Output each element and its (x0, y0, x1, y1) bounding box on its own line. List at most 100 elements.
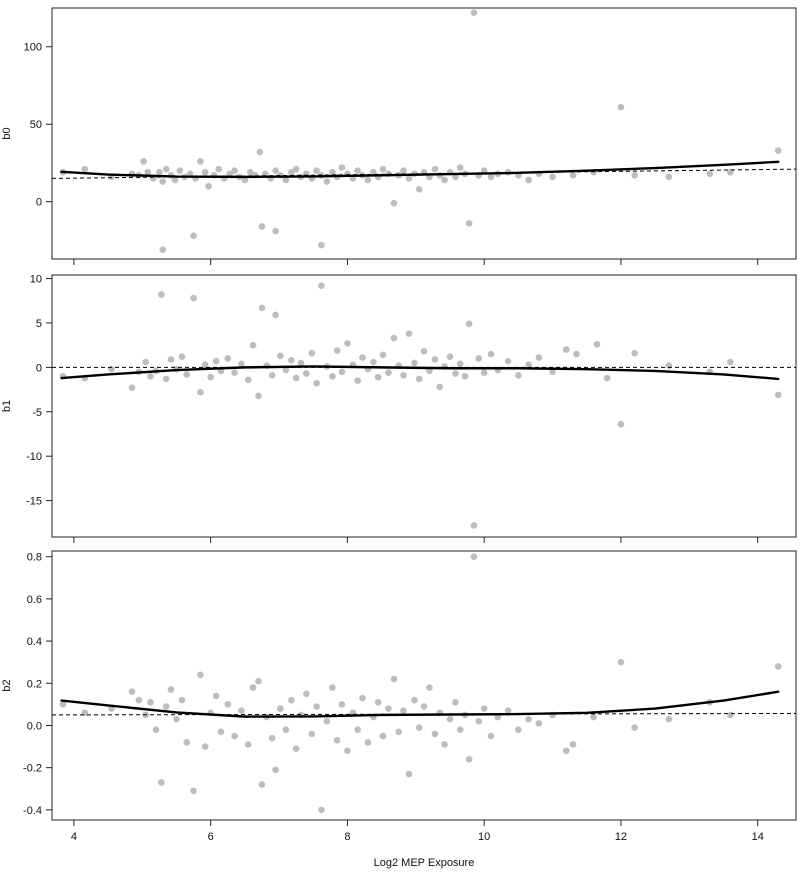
data-point (272, 311, 279, 319)
data-point (617, 658, 625, 666)
data-point (456, 164, 464, 171)
plot-frame-b2 (51, 550, 797, 821)
data-point (128, 384, 136, 392)
data-point (727, 358, 734, 366)
data-point (446, 715, 454, 723)
data-point (255, 677, 262, 685)
data-point (452, 698, 459, 706)
x-tick-label: 4 (71, 831, 77, 843)
data-point (344, 747, 351, 755)
y-tick-label: 0.8 (27, 552, 42, 564)
data-point (297, 359, 305, 367)
data-point (147, 698, 154, 706)
data-point (197, 671, 204, 679)
data-point (313, 380, 320, 387)
x-tick-label: 12 (615, 831, 627, 843)
data-point (535, 354, 543, 361)
data-point (178, 353, 186, 361)
y-tick-label: 50 (30, 119, 42, 131)
data-point (313, 167, 320, 174)
data-point (431, 356, 439, 363)
data-point (504, 357, 512, 365)
data-point (224, 701, 232, 708)
data-point (158, 291, 165, 298)
y-tick-label: 0.6 (27, 594, 42, 606)
x-tick-label: 14 (752, 831, 764, 843)
data-point (359, 354, 366, 361)
panel-b1: -15 -10 -5 0 5 10 b1 (1, 274, 797, 543)
data-point (158, 779, 165, 786)
data-point (201, 168, 209, 176)
y-axis-label-b1: b1 (1, 400, 13, 412)
data-point (465, 320, 473, 328)
data-point (344, 340, 351, 347)
data-point (258, 304, 266, 312)
data-point (487, 732, 495, 740)
data-point (525, 715, 532, 723)
data-point (436, 383, 444, 391)
data-point (569, 741, 577, 748)
data-point (665, 173, 673, 181)
trend-line-b1 (60, 365, 780, 381)
data-point (318, 241, 325, 249)
data-point (465, 220, 473, 227)
data-point (247, 168, 254, 176)
data-point (147, 372, 154, 380)
data-point (288, 696, 295, 704)
data-point (364, 176, 372, 184)
data-point (370, 168, 377, 176)
data-point (224, 355, 232, 362)
data-point (400, 372, 407, 379)
data-point (288, 168, 295, 176)
data-point (292, 745, 300, 752)
data-point (212, 692, 220, 700)
data-point (288, 356, 295, 364)
panel-b0: 0 50 100 b0 (1, 7, 797, 265)
data-point (238, 707, 245, 715)
data-point (258, 223, 266, 230)
data-point (475, 717, 483, 725)
data-point (411, 359, 418, 367)
data-point (441, 176, 448, 184)
data-point (617, 420, 625, 428)
data-point (268, 372, 276, 379)
data-point (277, 352, 284, 360)
data-point (395, 728, 403, 736)
data-point (142, 358, 149, 366)
plot-frame-b1 (51, 274, 797, 538)
data-point (535, 720, 543, 727)
data-point (487, 173, 495, 181)
data-point (201, 361, 209, 369)
data-point (562, 747, 570, 755)
data-point (249, 341, 257, 349)
y-tick-label: 0.2 (27, 678, 42, 690)
data-point (415, 375, 423, 383)
data-point (256, 148, 264, 156)
data-point (431, 730, 439, 738)
y-tick-label: 0.0 (27, 720, 42, 732)
data-point (272, 167, 279, 174)
data-point (292, 374, 300, 382)
x-tick-label: 6 (208, 831, 214, 843)
data-point (390, 675, 398, 683)
data-point (173, 715, 180, 723)
data-point (631, 724, 638, 731)
data-point (573, 350, 580, 358)
data-point (201, 743, 209, 750)
data-point (504, 707, 512, 715)
data-point (774, 391, 782, 399)
data-point (59, 701, 67, 708)
data-point (665, 715, 673, 723)
data-point (190, 294, 197, 302)
data-point (480, 369, 488, 376)
y-tick-label: 5 (36, 318, 42, 330)
data-point (308, 349, 316, 357)
data-point (379, 732, 387, 740)
data-point (465, 755, 473, 763)
data-point (226, 170, 234, 178)
data-point (525, 176, 532, 184)
data-point (431, 165, 439, 173)
panel-b2: 4 6 8 10 12 14 -0.4 -0.2 0.0 0.2 0.4 0.6 0.8 b2 Log2 M… (1, 550, 797, 869)
data-point (323, 178, 331, 185)
